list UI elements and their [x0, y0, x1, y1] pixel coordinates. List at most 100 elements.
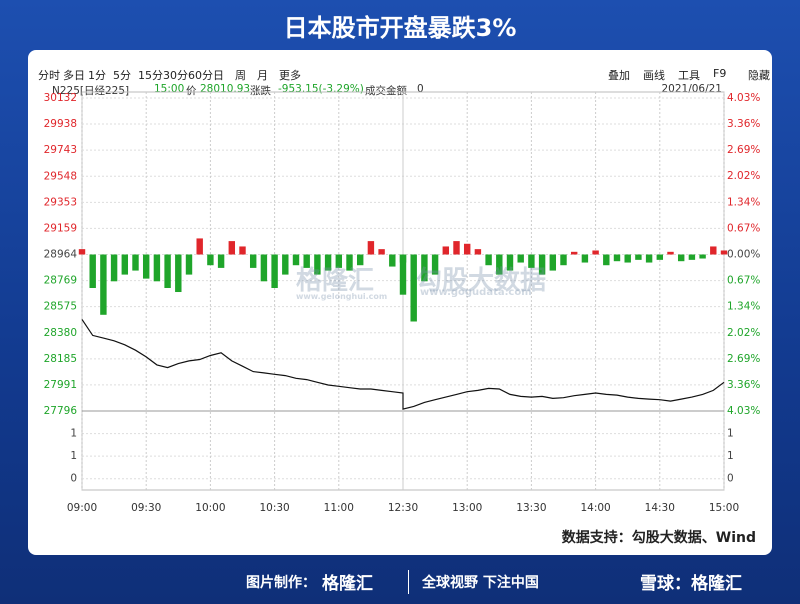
bar	[239, 246, 246, 255]
y2-tick-label: 0.67%	[727, 275, 760, 287]
toolbar-item: 日	[213, 69, 224, 82]
y-tick-label: 29743	[44, 144, 77, 156]
bar	[121, 254, 129, 275]
y2-tick-label: 2.02%	[727, 170, 760, 182]
toolbar-item: 隐藏	[748, 69, 770, 82]
bar	[367, 241, 375, 255]
bar	[185, 254, 193, 275]
y2-tick-label: 3.36%	[727, 379, 760, 391]
amount-label: 成交金额	[365, 85, 407, 97]
y2-tick-label: 4.03%	[727, 405, 760, 417]
bar	[399, 254, 407, 295]
toolbar-item: 30分	[163, 69, 188, 82]
toolbar-item: 工具	[678, 69, 700, 82]
y2-tick-label: 0.00%	[727, 249, 760, 261]
bar	[356, 254, 364, 266]
x-tick-label: 10:00	[195, 502, 225, 514]
xueqiu: 雪球：格隆汇	[640, 574, 742, 594]
bar	[346, 254, 353, 271]
chart-card: 分时 多日 1分 5分 15分 30分 60分日周月更多 叠加 画线 工具 F9 隐藏 N225[日…	[28, 50, 772, 555]
watermark: www.gogudata.com	[420, 287, 532, 298]
bar	[303, 254, 310, 268]
bar	[335, 254, 343, 268]
bar	[667, 251, 674, 255]
x-tick-label: 15:00	[709, 502, 739, 514]
x-tick-label: 12:30	[388, 502, 418, 514]
bar	[314, 254, 321, 275]
x-tick-label: 14:00	[580, 502, 610, 514]
x-tick-label: 09:00	[67, 502, 97, 514]
bar	[132, 254, 139, 271]
y-tick-label: 27991	[44, 379, 77, 391]
bar	[677, 254, 685, 262]
y-tick-label: 28769	[44, 275, 77, 287]
y2-tick-label: 1.34%	[727, 196, 760, 208]
bar	[603, 254, 610, 266]
bar	[624, 254, 631, 263]
volume-tick-label: 0	[70, 473, 77, 485]
volume-tick-label: 1	[727, 428, 734, 440]
bar	[207, 254, 214, 266]
toolbar-item: 60分	[188, 69, 213, 82]
slogan: 全球视野 下注中国	[422, 575, 539, 591]
toolbar-item: 分时	[38, 69, 60, 82]
y-tick-label: 28575	[44, 301, 77, 313]
bar	[688, 254, 696, 260]
bar	[78, 249, 86, 255]
toolbar-item: 叠加	[608, 69, 630, 82]
bar	[699, 254, 706, 259]
bar	[292, 254, 300, 266]
toolbar-item: 5分	[113, 69, 131, 82]
toolbar-item: 多日	[63, 69, 85, 82]
bar	[496, 254, 503, 275]
price-line	[81, 319, 725, 410]
bar	[260, 254, 268, 282]
bar	[710, 246, 717, 255]
bar	[549, 254, 557, 271]
x-tick-label: 13:00	[452, 502, 482, 514]
bar	[100, 254, 107, 315]
bar	[528, 254, 535, 268]
bar	[517, 254, 524, 263]
bar	[410, 254, 417, 322]
toolbar-item: 更多	[279, 69, 301, 82]
x-tick-label: 09:30	[131, 502, 161, 514]
bar	[324, 254, 332, 271]
footer-strip: 图片制作： 格隆汇 全球视野 下注中国 雪球：格隆汇	[0, 558, 800, 604]
bar	[153, 254, 161, 282]
y-tick-label: 28185	[44, 353, 77, 365]
y-tick-label: 29159	[44, 222, 77, 234]
bar	[720, 250, 728, 255]
bar	[217, 254, 225, 268]
bar	[389, 254, 396, 267]
watermark: 格隆汇	[296, 266, 375, 296]
bar	[142, 254, 150, 279]
watermark: www.gelonghui.com	[296, 292, 388, 301]
bar	[506, 254, 514, 271]
bar	[164, 254, 171, 288]
x-tick-label: 11:00	[324, 502, 354, 514]
y-tick-label: 29938	[44, 118, 77, 130]
bar	[196, 238, 203, 255]
y-tick-label: 27796	[44, 405, 78, 417]
bar	[592, 250, 599, 255]
bar	[442, 246, 450, 255]
x-tick-label: 14:30	[645, 502, 675, 514]
bar	[463, 243, 471, 255]
data-source: 数据支持：勾股大数据、Wind	[561, 530, 756, 546]
y-tick-label: 29548	[44, 170, 77, 182]
credit-label: 图片制作：	[246, 575, 316, 591]
page-title: 日本股市开盘暴跌3%	[283, 14, 517, 42]
bar	[249, 254, 257, 268]
y2-tick-label: 1.34%	[727, 301, 760, 313]
bar	[645, 254, 653, 263]
bar	[485, 254, 492, 266]
bar	[656, 254, 664, 260]
bar	[474, 249, 482, 255]
bar	[421, 254, 428, 282]
toolbar-item: 1分	[88, 69, 106, 82]
y-tick-label: 28964	[44, 249, 78, 261]
x-tick-label: 13:30	[516, 502, 546, 514]
volume-tick-label: 1	[70, 428, 77, 440]
